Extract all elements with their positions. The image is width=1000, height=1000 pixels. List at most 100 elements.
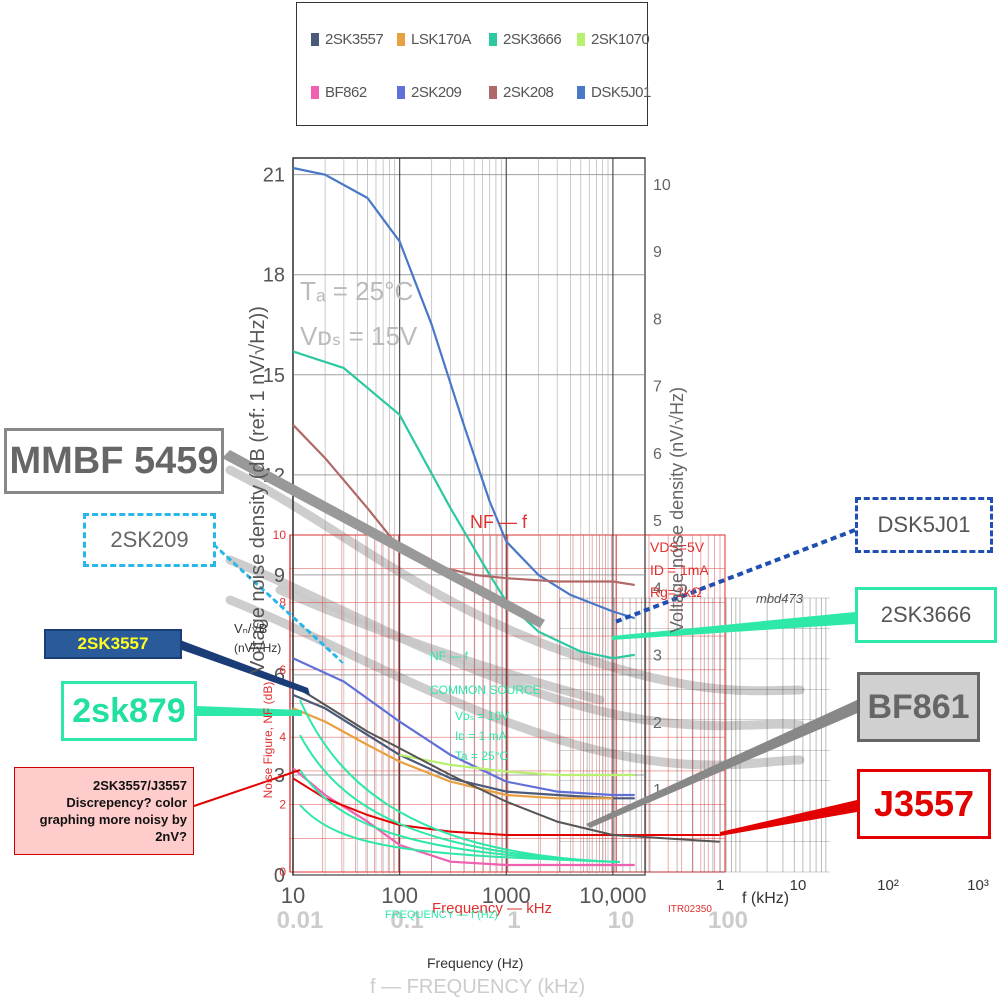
cyan-curve (299, 699, 621, 863)
nf-y-tick-label: 8 (279, 595, 286, 609)
legend-item: 2SK209 (397, 84, 462, 101)
y-tick-label: 6 (274, 665, 285, 687)
callout-mmbf5459: MMBF 5459 (4, 428, 224, 494)
legend-item: LSK170A (397, 31, 471, 48)
disc-line: Discrepency? color (66, 795, 187, 810)
nf-y-tick-label: 10 (273, 528, 287, 542)
x-tick-label: 1000 (482, 883, 531, 908)
left-axis-label: Voltage noise density (dB (ref: 1 nV/√Hz… (247, 306, 269, 674)
y-tick-label: 18 (263, 265, 285, 287)
nf-title: NF — f (470, 512, 528, 532)
legend-swatch-2sk208 (489, 86, 497, 99)
discrepancy-text: 2SK3557/J3557 Discrepency? color graphin… (40, 777, 187, 845)
mbd-x-tick-label: 1 (716, 877, 724, 894)
callout-j3557: J3557 (857, 769, 991, 839)
leader-dsk5j01 (614, 528, 856, 624)
callout-leaders (180, 450, 860, 836)
cyan-curve (299, 804, 621, 863)
x-tick-label: 100 (381, 883, 418, 908)
cond-vds: Vᴅₛ = 10V (455, 709, 509, 723)
y-right-tick-label: 1 (653, 782, 662, 799)
nf-id: ID = 1mA (650, 562, 709, 578)
nf-y-tick-label: 6 (279, 663, 286, 677)
nf-vds: VDS=5V (650, 539, 705, 555)
cyan-freq-label: FREQUENCY — f (Hz) (385, 909, 498, 921)
y-tick-label: 21 (263, 165, 285, 187)
nf-y-tick-label: 0 (279, 865, 286, 879)
vnb-unit: (nV/√Hz) (234, 641, 281, 655)
nf-rg: Rg=1kΩ (650, 584, 702, 600)
callout-2sk3666: 2SK3666 (855, 587, 997, 643)
nf-x-tick-label: 10 (608, 907, 635, 934)
legend-item: DSK5J01 (577, 84, 651, 101)
leader-2sk3557 (180, 640, 310, 695)
x-axis-label: Frequency (Hz) (427, 955, 523, 971)
bottom-freq-label: f — FREQUENCY (kHz) (370, 976, 585, 998)
series-2sk1070 (399, 753, 635, 777)
condition-ta: Tₐ = 25°C (300, 276, 413, 306)
series-2sk208 (292, 424, 635, 586)
callout-2sk209: 2SK209 (83, 513, 216, 567)
mbd-unit: f (kHz) (742, 890, 789, 907)
series-lines (292, 166, 720, 867)
cond-common-source: COMMON SOURCE (430, 683, 541, 697)
y-right-tick-label: 2 (653, 715, 662, 732)
leader-2sk209 (219, 549, 346, 666)
leader-2sk879 (196, 706, 302, 716)
series-bf861 (292, 684, 720, 843)
leader-j3557 (720, 800, 857, 836)
disc-line: 2SK3557/J3557 (93, 778, 187, 793)
background-curve (225, 465, 805, 696)
right-axis-label: Voltage noise density (nV/√Hz) (667, 387, 687, 633)
series-lsk170a (292, 707, 613, 800)
condition-vds: Vᴅₛ = 15V (300, 321, 418, 351)
disc-line: graphing more noisy by (39, 812, 187, 827)
noise-figure-grid (289, 534, 830, 873)
series-j3557 (292, 777, 720, 836)
legend-swatch-dsk5j01 (577, 86, 585, 99)
cyan-nf-label: NF — f (430, 649, 469, 663)
legend-swatch-2sk209 (397, 86, 405, 99)
y-right-tick-label: 5 (653, 513, 662, 530)
y-tick-label: 15 (263, 365, 285, 387)
legend-label: 2SK1070 (591, 31, 650, 48)
legend-label: 2SK209 (411, 84, 462, 101)
legend-item: 2SK1070 (577, 31, 650, 48)
callout-dsk5j01: DSK5J01 (855, 497, 993, 553)
legend-item: 2SK208 (489, 84, 554, 101)
mbd-x-tick-label: 10² (877, 877, 899, 894)
y-right-tick-label: 6 (653, 446, 662, 463)
legend-label: DSK5J01 (591, 84, 651, 101)
legend-item: 2SK3666 (489, 31, 562, 48)
legend-swatch-bf862 (311, 86, 319, 99)
axis-tick-labels: 0369121518211234567891010100100010,00002… (263, 165, 989, 934)
legend-item: BF862 (311, 84, 367, 101)
legend-label: BF862 (325, 84, 367, 101)
disc-line: 2nV? (155, 829, 187, 844)
x-tick-label: 10 (281, 883, 305, 908)
vnb-label: Vₙ/√B (234, 621, 267, 636)
legend-item: 2SK3557 (311, 31, 384, 48)
itr-code: ITR02350 (668, 904, 712, 915)
legend-swatch-2sk3557 (311, 33, 319, 46)
nf-x-tick-label: 0.01 (277, 907, 324, 934)
cond-id: Iᴅ = 1 mA (455, 729, 507, 743)
legend-swatch-2sk1070 (577, 33, 585, 46)
legend-label: 2SK208 (503, 84, 554, 101)
y-right-tick-label: 7 (653, 379, 662, 396)
callout-discrepancy-note: 2SK3557/J3557 Discrepency? color graphin… (14, 767, 194, 855)
legend-label: 2SK3557 (325, 31, 384, 48)
nf-axis-label: Noise Figure, NF (dB) (261, 682, 275, 799)
nf-x-tick-label: 1 (507, 907, 520, 934)
nf-xlabel: Frequency — kHz (432, 900, 552, 917)
mbd-x-tick-label: 10³ (967, 877, 989, 894)
legend: 2SK3557 LSK170A 2SK3666 2SK1070 BF862 2S… (296, 2, 651, 126)
legend-swatch-2sk3666 (489, 33, 497, 46)
y-right-tick-label: 10 (653, 177, 671, 194)
background-curve (225, 555, 805, 731)
legend-label: LSK170A (411, 31, 471, 48)
y-right-tick-label: 9 (653, 244, 662, 261)
callout-2sk879: 2sk879 (61, 681, 197, 741)
y-right-tick-label: 3 (653, 648, 662, 665)
mbd-x-tick-label: 10 (790, 877, 807, 894)
